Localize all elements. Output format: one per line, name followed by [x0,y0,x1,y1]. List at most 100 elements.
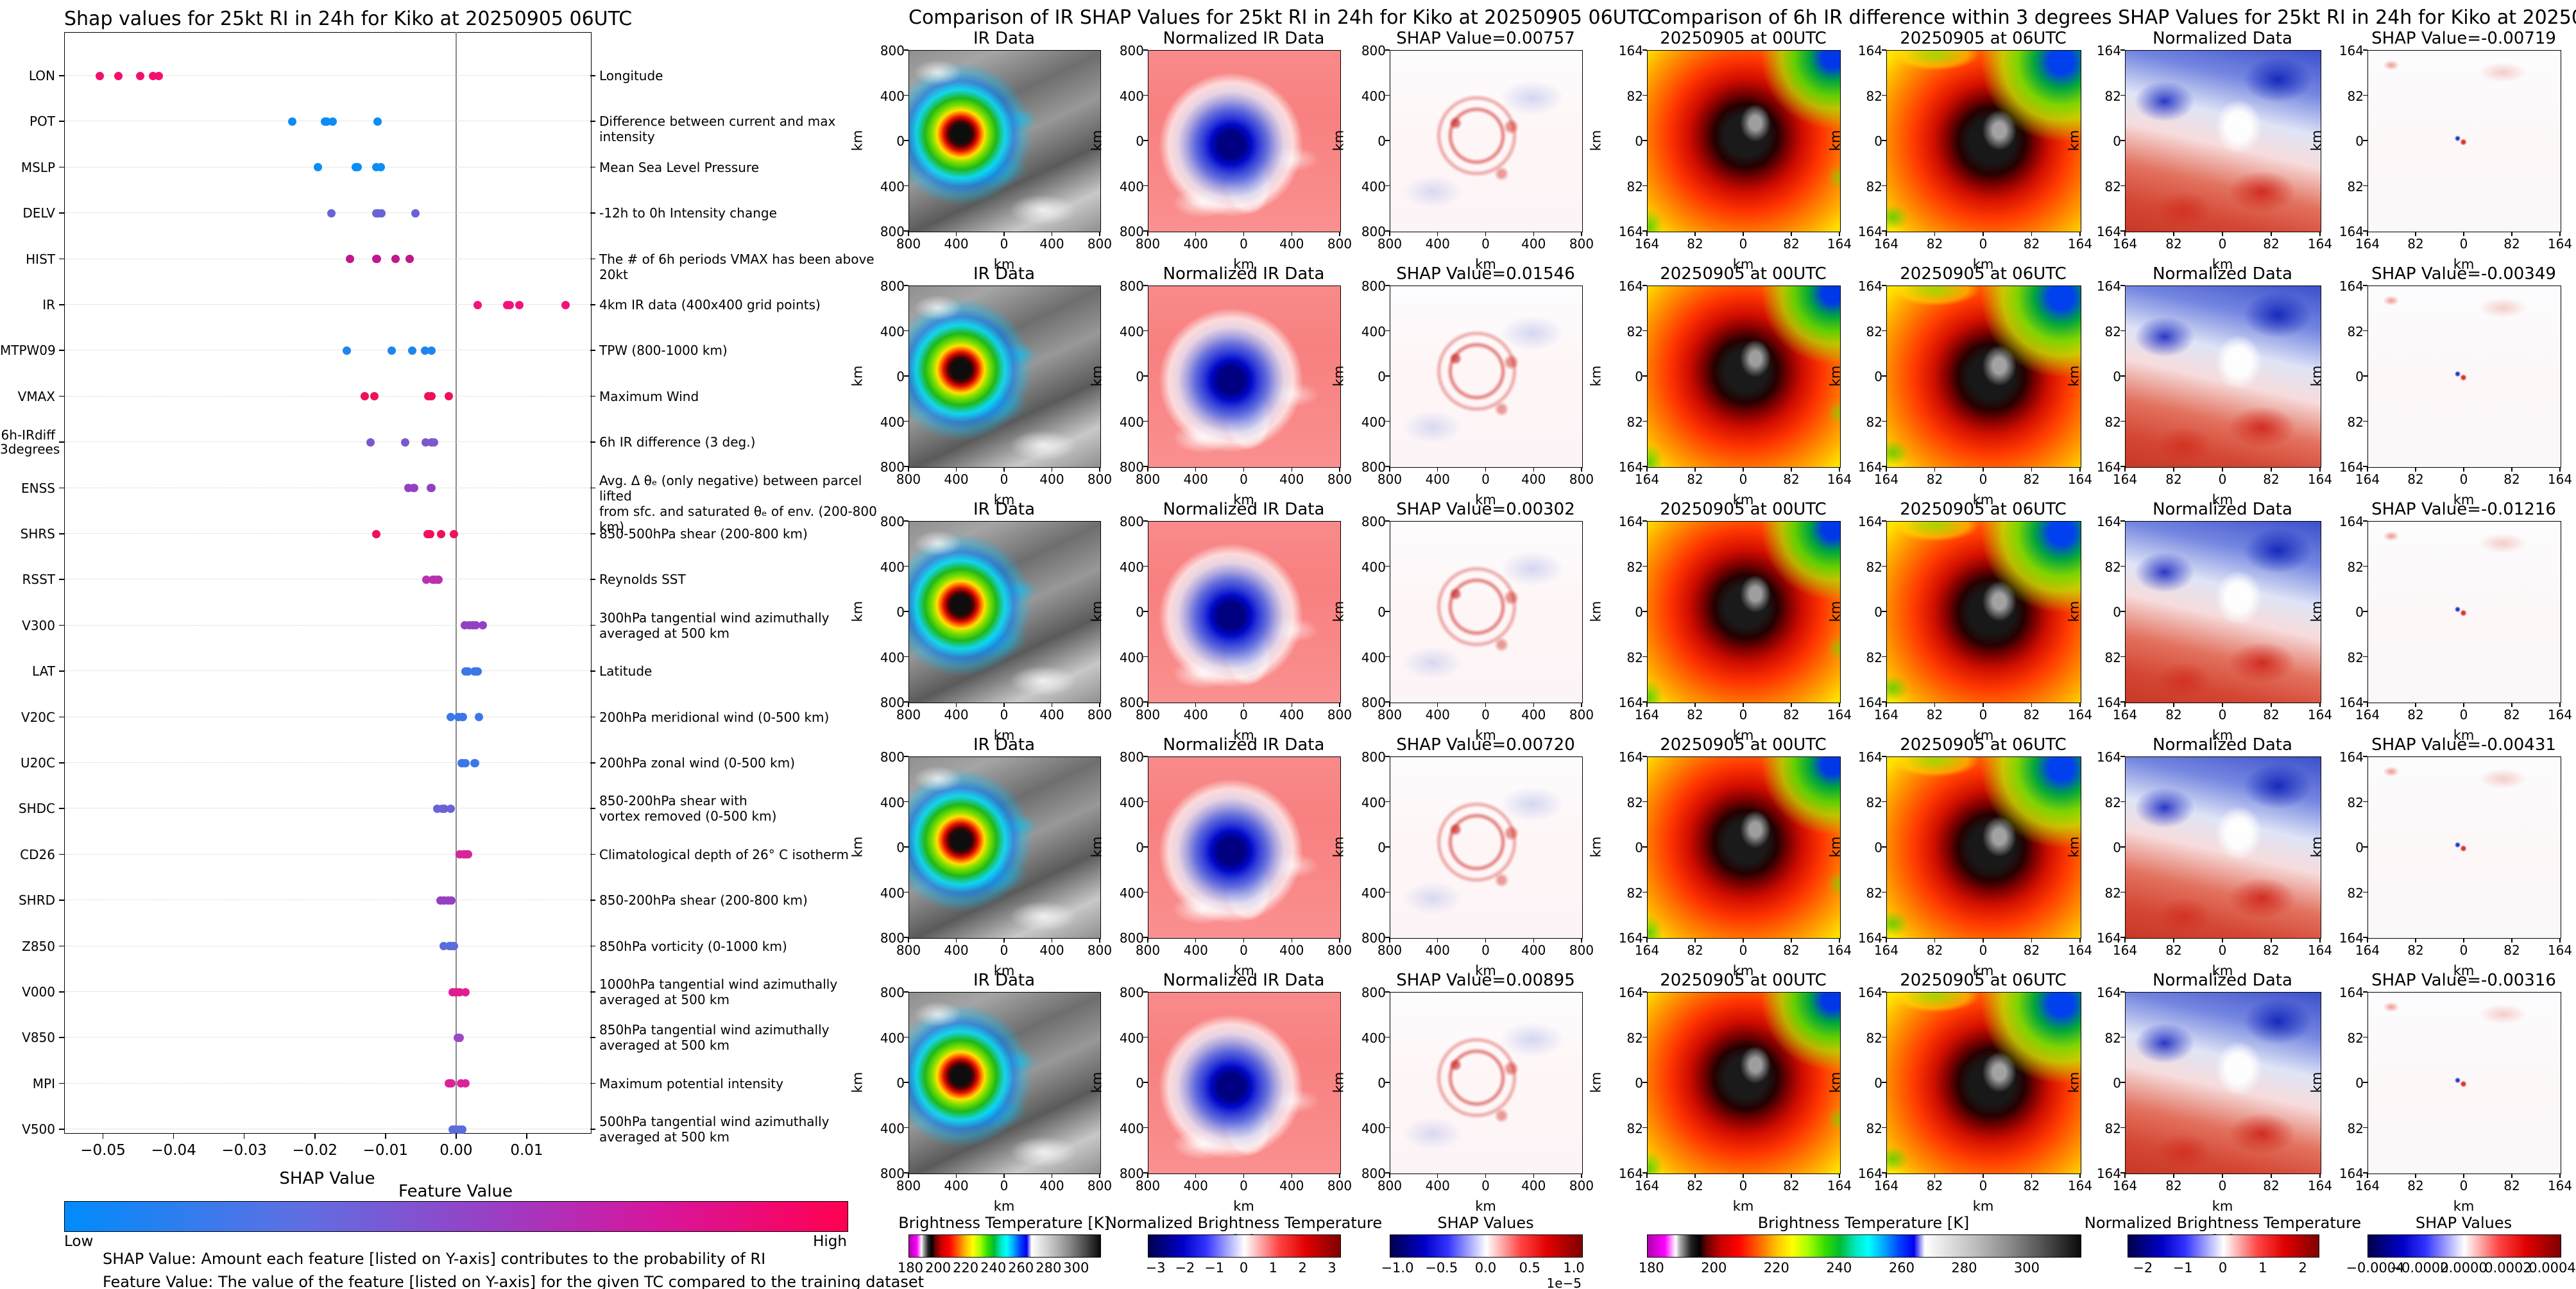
x-tick-label: −0.01 [363,1142,409,1159]
x-axis-tick-mark [1533,703,1534,707]
bt-00utc-heatmap [1647,286,1841,468]
y-axis-tick-mark [1143,140,1148,141]
subplot-title: IR Data [973,264,1036,284]
x-tick-label: 82 [1783,943,1800,958]
y-axis-tick-mark [1385,991,1390,993]
x-axis-unit-label: km [2212,257,2233,272]
y-axis-unit-label: km [1827,365,1843,387]
subplot-title: Normalized IR Data [1163,735,1325,755]
y-tick-label: 82 [1866,559,1882,575]
x-axis-tick-mark [1099,1174,1100,1178]
x-axis-tick-mark [955,1174,957,1178]
y-tick-label: 164 [2096,224,2121,239]
shap-dot [425,529,434,538]
shap-dot [377,209,386,218]
feature-code-line: SHDC [18,801,55,817]
y-tick-label: 82 [2104,649,2121,665]
y-tick-label: 0 [1874,840,1882,855]
y-tick-label: 400 [1361,88,1386,104]
colorbar-tick-label: 0.0000 [2440,1260,2487,1276]
feature-code-line: V300 [22,617,55,633]
y-axis-tick-mark [1385,49,1390,51]
x-tick-label: 82 [2165,1178,2182,1193]
y-axis-tick-mark [1642,846,1647,848]
y-tick-label: 0 [2113,1075,2121,1091]
feature-code-line: LON [28,68,55,83]
y-axis-tick-mark [904,375,908,377]
x-axis-tick-mark [1646,703,1648,707]
x-tick-label: 164 [2355,236,2380,252]
x-axis-tick-mark [1195,467,1197,472]
y-axis-tick-mark [904,420,908,422]
x-axis-tick-mark [1243,1174,1245,1178]
x-tick-label: 164 [2307,943,2333,958]
ir-6h-diff-panel-title: Comparison of 6h IR difference within 3 … [1647,6,2576,29]
y-tick-label: 0 [896,133,905,149]
x-tick-label: 800 [1327,943,1352,958]
shap-dot [427,392,436,401]
x-tick-label: 0.00 [439,1142,473,1159]
y-tick-label: 400 [880,323,905,339]
feature-gridline [65,853,589,855]
x-tick-label: 0 [2218,707,2227,722]
x-tick-label: 82 [1687,236,1703,252]
normalized-6h-diff-heatmap [2125,521,2321,703]
feature-code-line: 3degrees [0,441,60,457]
shap-dot [411,209,420,218]
subplot-title: Normalized Data [2153,735,2292,755]
y-axis-tick-mark [1385,656,1390,658]
x-tick-label: 0.01 [510,1142,543,1159]
x-axis-tick-mark [2319,938,2321,943]
colorbar-title: Brightness Temperature [K] [1757,1214,1970,1232]
y-axis-tick-mark [1385,846,1390,848]
colorbar-tick-label: −1 [1204,1260,1225,1276]
shap-dot [445,392,454,401]
x-axis-unit-label: km [1475,728,1496,743]
x-axis-tick-mark [1934,467,1936,472]
bt-06utc-heatmap [1886,286,2081,468]
y-axis-tick-mark [2120,230,2125,232]
x-axis-tick-mark [1934,1174,1936,1178]
x-axis-tick-mark [1694,467,1696,472]
y-axis-tick-mark [904,185,908,187]
shap-dot [450,942,459,951]
y-axis-unit-label: km [2308,601,2324,622]
subplot-title: 20250905 at 06UTC [1900,735,2067,755]
y-tick-label: 164 [1618,985,1643,1000]
x-axis-unit-label: km [993,257,1015,272]
feature-code-line: MPI [32,1075,55,1091]
y-axis-tick-mark [2363,49,2367,51]
y-axis-tick-mark [2363,375,2367,377]
y-tick-label: 800 [1361,459,1386,475]
x-tick-label: 400 [1279,707,1304,722]
y-tick-label: 82 [2104,323,2121,339]
y-tick-label: 400 [1361,885,1386,901]
y-axis-tick-mark [1642,185,1647,187]
x-tick-label: 164 [2112,707,2138,722]
x-axis-unit-label: km [993,492,1015,508]
y-axis-tick-mark [1642,94,1647,96]
subplot-title: SHAP Value=0.00757 [1396,29,1575,48]
y-axis-tick-mark [1143,230,1148,232]
x-tick-label: 0 [1000,707,1009,722]
x-tick-label: 0 [2218,1178,2227,1193]
x-tick-label: 400 [1279,1178,1304,1193]
y-tick-label: 400 [1119,88,1144,104]
y-tick-label: 164 [2096,749,2121,765]
y-tick-label: 82 [1866,649,1882,665]
x-tick-label: 82 [1687,943,1703,958]
shap-dot [346,255,355,264]
y-axis-tick-mark [1642,140,1647,141]
y-tick-label: 82 [2347,794,2364,810]
feature-code-label: CD26 [0,848,55,862]
shap-dot [354,163,363,172]
y-axis-tick-mark [1143,1127,1148,1129]
ir-shap-panel-title: Comparison of IR SHAP Values for 25kt RI… [908,6,1651,29]
x-tick-label: 400 [944,472,969,487]
x-tick-label: 400 [1183,1178,1208,1193]
y-axis-unit-label: km [2066,365,2082,387]
x-tick-label: 82 [2263,707,2280,722]
y-axis-tick-mark [904,49,908,51]
y-tick-label: 0 [2355,133,2364,149]
y-axis-tick-mark [59,533,64,534]
